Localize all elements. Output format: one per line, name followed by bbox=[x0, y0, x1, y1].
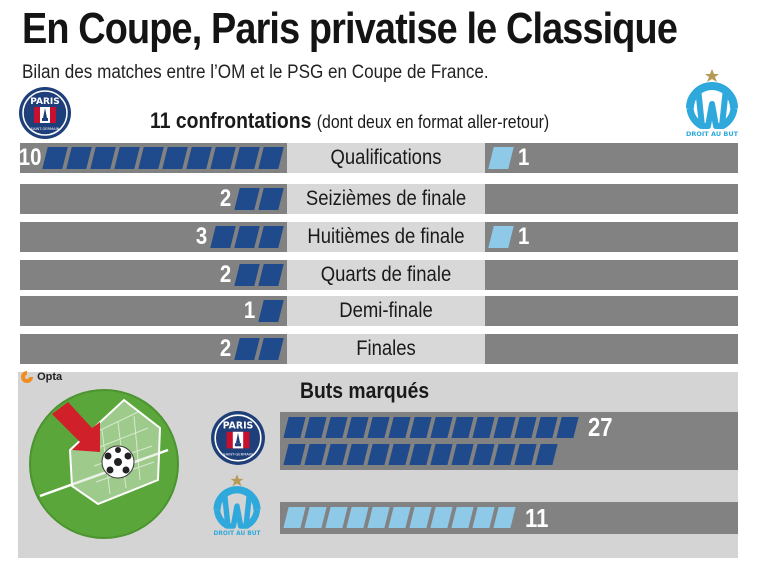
psg-logo-subtext: SAINT-GERMAIN bbox=[31, 127, 60, 131]
om-win-count: 1 bbox=[518, 144, 530, 171]
psg-logo-text: PARIS bbox=[30, 97, 60, 107]
psg-logo-bottom-icon: PARIS SAINT-GERMAIN bbox=[211, 411, 265, 465]
om-logo-subtext: DROIT AU BUT bbox=[686, 130, 739, 138]
psg-win-count: 3 bbox=[195, 223, 208, 250]
psg-logo-icon: PARIS SAINT-GERMAIN bbox=[19, 87, 71, 139]
round-label: Huitièmes de finale bbox=[307, 225, 465, 248]
round-row: 2 Seizièmes de finale bbox=[20, 184, 738, 214]
round-label-bg bbox=[287, 296, 485, 326]
psg-logo-bottom-text: PARIS bbox=[223, 421, 254, 432]
psg-win-count: 10 bbox=[18, 144, 42, 171]
psg-goals-count: 27 bbox=[588, 412, 613, 442]
round-row: 3 1 Huitièmes de finale bbox=[20, 222, 738, 252]
page-title: En Coupe, Paris privatise le Classique bbox=[22, 4, 678, 53]
round-label-bg bbox=[287, 143, 485, 173]
page-subtitle: Bilan des matches entre l’OM et le PSG e… bbox=[22, 62, 489, 83]
round-label: Seizièmes de finale bbox=[305, 187, 467, 210]
round-row: 10 1 Qualifications bbox=[18, 143, 738, 173]
om-goals-count: 11 bbox=[525, 503, 549, 533]
round-row: 2 Finales bbox=[20, 334, 738, 364]
om-logo-bottom-icon: DROIT AU BUT bbox=[213, 474, 261, 537]
psg-win-count: 2 bbox=[219, 261, 232, 288]
round-label-bg bbox=[287, 260, 485, 290]
om-win-count: 1 bbox=[518, 223, 530, 250]
psg-win-count: 1 bbox=[243, 297, 256, 324]
confrontations-detail: (dont deux en format aller-retour) bbox=[316, 112, 550, 132]
round-label: Finales bbox=[356, 337, 416, 360]
psg-win-count: 2 bbox=[219, 335, 232, 362]
om-bar-bg bbox=[485, 334, 738, 364]
round-row: 1 Demi-finale bbox=[20, 296, 738, 326]
round-label-bg bbox=[287, 222, 485, 252]
opta-label: Opta bbox=[37, 370, 63, 383]
round-label: Qualifications bbox=[330, 146, 442, 169]
om-logo-icon: DROIT AU BUT bbox=[686, 69, 739, 138]
om-logo-bottom-subtext: DROIT AU BUT bbox=[213, 531, 260, 537]
goals-title: Buts marqués bbox=[300, 378, 430, 403]
confrontations-count: 11 confrontations bbox=[150, 108, 312, 133]
round-label-bg bbox=[287, 184, 485, 214]
psg-win-count: 2 bbox=[219, 185, 232, 212]
round-label-bg bbox=[287, 334, 485, 364]
om-bar-bg bbox=[485, 296, 738, 326]
opta-logo: Opta bbox=[20, 370, 62, 384]
om-bar-bg bbox=[485, 222, 738, 252]
round-row: 2 Quarts de finale bbox=[20, 260, 738, 290]
opta-logo-icon bbox=[21, 371, 33, 383]
om-bar-bg bbox=[485, 143, 738, 173]
om-bar-bg bbox=[485, 260, 738, 290]
psg-logo-bottom-subtext: SAINT-GERMAIN bbox=[223, 453, 253, 457]
om-bar-bg bbox=[485, 184, 738, 214]
psg-bar-bg bbox=[20, 296, 287, 326]
round-label: Demi-finale bbox=[339, 299, 433, 322]
goal-illustration-icon bbox=[29, 389, 179, 539]
round-label: Quarts de finale bbox=[320, 263, 452, 286]
confrontations-heading: 11 confrontations (dont deux en format a… bbox=[150, 108, 549, 134]
